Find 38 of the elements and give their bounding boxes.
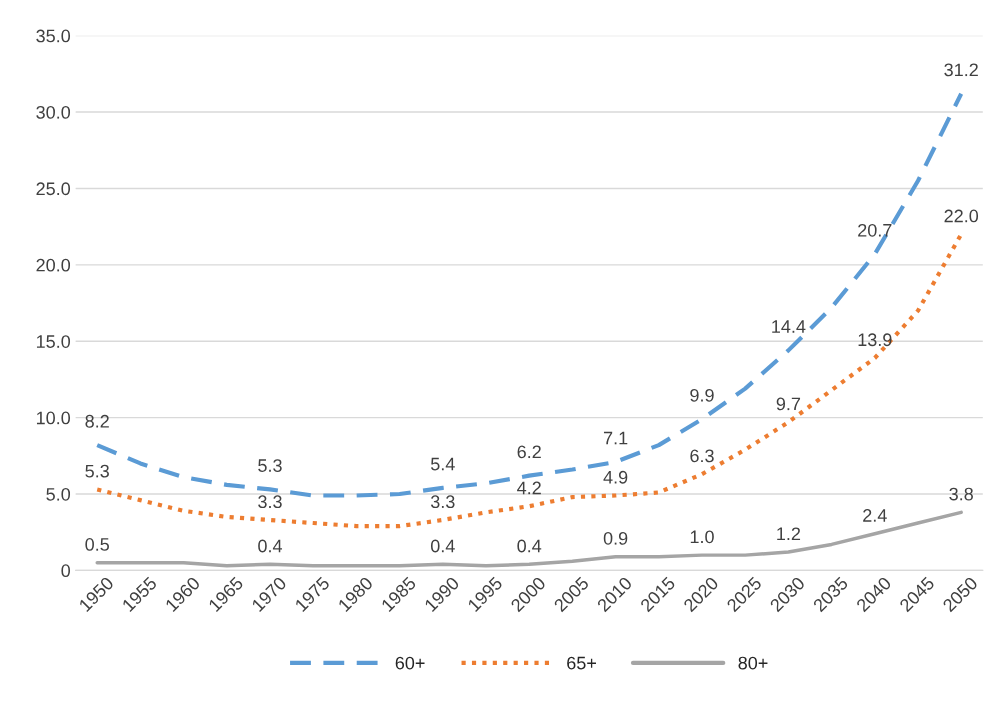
data-label: 3.3 [258,495,282,509]
data-label: 9.7 [776,397,801,411]
y-tick-label: 15.0 [36,335,71,348]
data-label: 5.3 [85,464,109,478]
data-label: 7.1 [603,431,628,445]
data-label: 1.2 [777,527,801,540]
data-label: 9.9 [690,388,714,402]
data-label: 0.9 [603,531,628,545]
data-label: 0.4 [517,539,542,553]
data-label: 8.2 [85,414,109,428]
data-label: 5.3 [258,459,282,472]
legend-label: 80+ [738,656,768,670]
y-tick-label: 25.0 [36,182,71,196]
data-label: 22.0 [944,209,979,223]
data-label: 0.5 [85,538,109,551]
data-label: 31.2 [944,63,978,77]
data-label: 3.8 [949,487,973,501]
data-label: 4.9 [603,470,628,484]
data-label: 0.4 [258,539,283,553]
data-label: 3.3 [430,495,455,509]
data-label: 2.4 [863,509,887,522]
data-label: 1.0 [690,530,714,544]
y-tick-label: 10.0 [36,411,71,425]
data-label: 6.2 [517,445,541,459]
legend-label: 60+ [395,656,425,670]
y-tick-label: 5.0 [46,487,71,501]
data-label: 0.4 [430,539,455,553]
data-label: 6.3 [690,449,714,463]
data-label: 13.9 [858,333,892,347]
data-label: 5.4 [430,457,455,471]
y-tick-label: 20.0 [36,258,71,272]
legend-label: 65+ [567,656,596,670]
data-label: 14.4 [772,320,806,333]
y-tick-label: 0 [61,564,71,578]
data-label: 4.2 [517,481,541,495]
data-label: 20.7 [858,223,892,237]
y-tick-label: 35.0 [36,29,71,43]
y-tick-label: 30.0 [36,105,71,119]
